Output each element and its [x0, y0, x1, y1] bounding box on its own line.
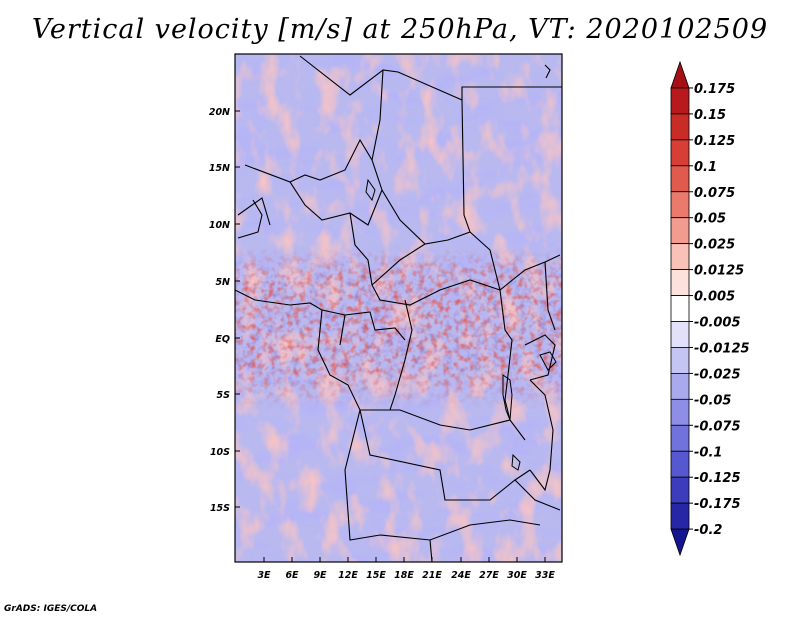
- colorbar-label: -0.005: [694, 316, 741, 331]
- grads-credit: GrADS: IGES/COLA: [4, 604, 98, 614]
- colorbar-label: 0.175: [694, 82, 735, 97]
- y-tick-label: 15N: [209, 163, 230, 174]
- colorbar-swatch: [670, 165, 690, 193]
- x-tick-label: 12E: [338, 570, 358, 581]
- colorbar-swatch: [670, 398, 690, 426]
- x-tick-label: 33E: [535, 570, 555, 581]
- colorbar-swatch: [670, 424, 690, 452]
- chart-title: Vertical velocity [m/s] at 250hPa, VT: 2…: [31, 14, 769, 45]
- colorbar-label: -0.05: [694, 393, 731, 408]
- colorbar-swatch: [670, 450, 690, 478]
- x-tick-label: 18E: [394, 570, 414, 581]
- colorbar-swatch: [670, 243, 690, 270]
- longitude-axis: 3E 6E 9E 12E 15E 18E 21E 24E 27E 30E 33E: [257, 557, 555, 581]
- colorbar-swatch: [670, 113, 690, 141]
- colorbar-swatch: [670, 269, 690, 296]
- y-tick-label: 15S: [210, 503, 230, 514]
- x-tick-label: 15E: [366, 570, 386, 581]
- latitude-axis: 20N 15N 10N 5N EQ 5S 10S 15S: [209, 107, 240, 514]
- colorbar-label: -0.2: [694, 523, 722, 538]
- map-frame: [234, 53, 563, 563]
- x-tick-label: 27E: [479, 570, 499, 581]
- colorbar-swatch: [670, 217, 690, 245]
- x-tick-label: 30E: [507, 570, 527, 581]
- lakes: [365, 178, 557, 471]
- colorbar-swatch: [670, 347, 690, 374]
- colorbar-label: -0.075: [694, 419, 741, 434]
- colorbar-label: -0.025: [694, 367, 741, 382]
- x-tick-label: 24E: [451, 570, 471, 581]
- colorbar-label: -0.1: [694, 445, 722, 460]
- colorbar-swatch: [670, 139, 690, 167]
- colorbar-swatch: [670, 191, 690, 219]
- x-tick-label: 6E: [285, 570, 299, 581]
- colorbar-swatch: [670, 321, 690, 348]
- colorbar-label: -0.175: [694, 497, 741, 512]
- vertical-velocity-field: [235, 54, 562, 562]
- colorbar-label: 0.05: [694, 212, 726, 227]
- y-tick-label: 20N: [209, 107, 230, 118]
- y-tick-label: 10N: [209, 220, 230, 231]
- y-tick-label: 5N: [215, 277, 230, 288]
- colorbar-label: -0.0125: [694, 341, 750, 356]
- colorbar-label: 0.075: [694, 186, 735, 201]
- colorbar-swatch: [670, 87, 690, 115]
- y-tick-label: 5S: [217, 390, 231, 401]
- colorbar-swatch: [670, 502, 690, 530]
- x-tick-label: 3E: [257, 570, 271, 581]
- colorbar-label: 0.1: [694, 160, 717, 175]
- colorbar-bottom-arrow: [670, 528, 690, 557]
- colorbar-swatch: [670, 372, 690, 400]
- colorbar-label: -0.125: [694, 471, 741, 486]
- colorbar-label: 0.0125: [694, 264, 744, 279]
- x-tick-label: 9E: [313, 570, 327, 581]
- colorbar-top-arrow: [670, 60, 690, 89]
- colorbar-label: 0.125: [694, 134, 735, 149]
- y-tick-label: EQ: [215, 334, 230, 345]
- x-tick-label: 21E: [422, 570, 442, 581]
- colorbar-label: 0.005: [694, 290, 735, 305]
- y-tick-label: 10S: [210, 447, 230, 458]
- colorbar-label: 0.15: [694, 108, 726, 123]
- colorbar-swatch: [670, 476, 690, 504]
- colorbar-label: 0.025: [694, 238, 735, 253]
- colorbar-swatch: [670, 295, 690, 322]
